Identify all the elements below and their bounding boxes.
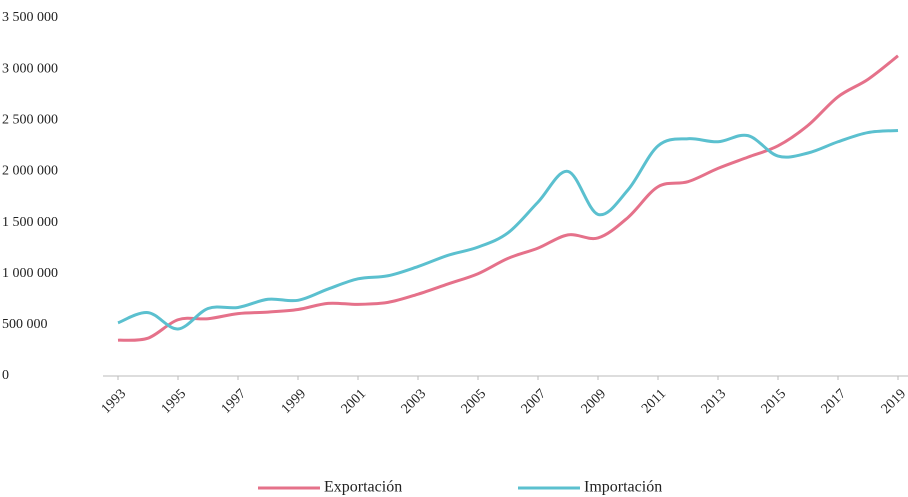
y-tick-label: 1 500 000 (2, 215, 58, 230)
x-tick-label: 2009 (579, 386, 609, 416)
series-line (117, 54, 899, 342)
y-tick-label: 3 500 000 (2, 10, 58, 25)
y-tick-label: 3 000 000 (2, 61, 58, 76)
y-tick-label: 0 (2, 368, 9, 383)
x-tick-label: 1997 (219, 386, 249, 416)
y-tick-label: 500 000 (2, 317, 48, 332)
legend-label: Importación (584, 479, 662, 496)
x-tick-label: 1993 (99, 386, 129, 416)
x-tick-label: 1999 (279, 386, 309, 416)
x-tick-label: 2003 (399, 386, 429, 416)
legend-label: Exportación (324, 479, 402, 496)
y-tick-label: 2 000 000 (2, 164, 58, 179)
y-tick-label: 1 000 000 (2, 266, 58, 281)
x-tick-label: 2001 (339, 386, 369, 416)
y-tick-label: 2 500 000 (2, 113, 58, 128)
x-tick-label: 2007 (519, 386, 549, 416)
x-tick-label: 2015 (759, 386, 789, 416)
series-line (117, 129, 899, 331)
x-tick-label: 2017 (819, 386, 849, 416)
x-tick-label: 2011 (639, 386, 669, 416)
x-tick-label: 2019 (879, 386, 908, 416)
x-tick-label: 1995 (159, 386, 189, 416)
x-tick-label: 2013 (699, 386, 729, 416)
x-tick-label: 2005 (459, 386, 489, 416)
